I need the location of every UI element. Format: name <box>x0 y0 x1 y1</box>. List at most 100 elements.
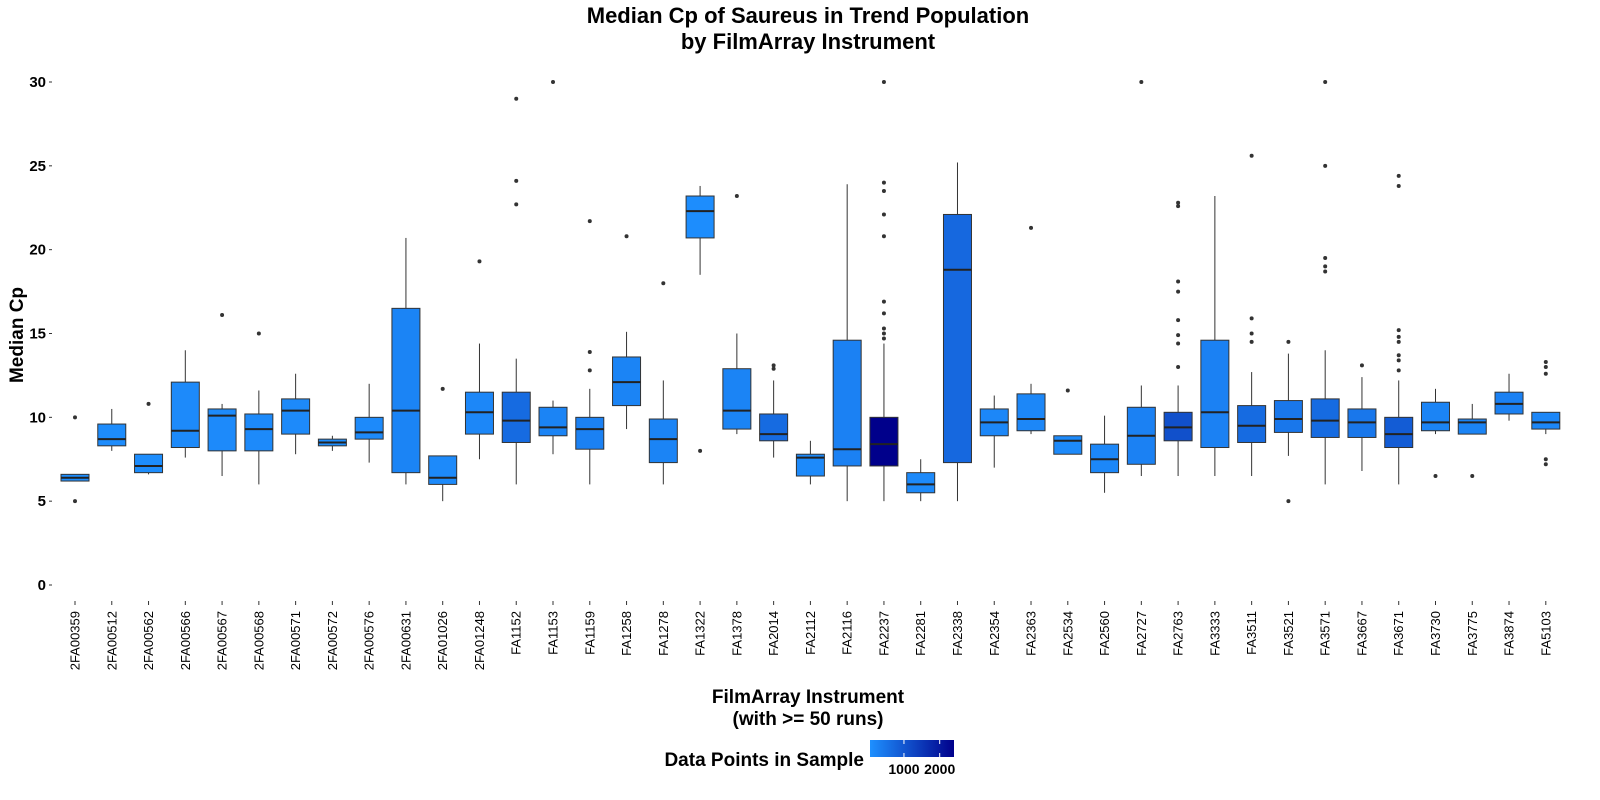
x-tick-label: FA3333 <box>1207 611 1222 656</box>
x-tick-label: FA2534 <box>1060 611 1075 656</box>
outlier-point <box>551 80 556 84</box>
box-2FA00567 <box>207 313 237 477</box>
outlier-point <box>220 313 225 318</box>
x-tick-label: FA2237 <box>876 611 891 656</box>
box-iqr <box>685 195 715 239</box>
legend-tick-label: 2000 <box>924 761 955 777</box>
outlier-point <box>1323 269 1328 274</box>
box-FA1258 <box>612 234 642 430</box>
outlier-point <box>1065 388 1070 393</box>
x-tick-label: 2FA00566 <box>178 611 193 670</box>
box-iqr <box>170 381 200 449</box>
outlier-point <box>1543 360 1548 365</box>
outlier-point <box>1176 289 1181 294</box>
box-FA3671 <box>1384 173 1414 485</box>
box-2FA00576 <box>354 383 384 463</box>
y-tick-label: 20 <box>29 242 46 259</box>
x-tick-label: FA2281 <box>913 611 928 656</box>
outlier-point <box>1396 358 1401 363</box>
box-iqr <box>244 413 274 452</box>
box-FA2560 <box>1090 415 1120 493</box>
y-tick-label: 15 <box>29 326 46 343</box>
x-tick-label: FA2116 <box>840 611 855 655</box>
x-tick-label: 2FA00359 <box>68 611 83 670</box>
x-tick-label: 2FA00576 <box>362 611 377 670</box>
box-FA2534 <box>1053 388 1083 455</box>
outlier-point <box>881 326 886 331</box>
box-FA2112 <box>795 440 825 485</box>
x-tick-label: 2FA00562 <box>141 611 156 670</box>
box-2FA00566 <box>170 350 200 458</box>
outlier-point <box>256 331 261 336</box>
legend-title: Data Points in Sample <box>664 750 864 771</box>
x-tick-label: FA1152 <box>509 611 524 655</box>
box-2FA00571 <box>281 373 311 455</box>
outlier-point <box>1176 341 1181 346</box>
box-FA3730 <box>1420 388 1450 479</box>
outlier-point <box>1323 264 1328 269</box>
outlier-point <box>1396 328 1401 333</box>
box-FA1159 <box>575 219 605 485</box>
outlier-point <box>1323 163 1328 168</box>
x-tick-label: FA2354 <box>987 611 1002 656</box>
box-2FA00512 <box>97 408 127 451</box>
outlier-point <box>1286 339 1291 344</box>
x-tick-label: FA5103 <box>1538 611 1553 656</box>
outlier-point <box>1396 368 1401 373</box>
box-FA2281 <box>906 459 936 502</box>
box-iqr <box>1200 339 1230 449</box>
box-FA2116 <box>832 184 862 502</box>
x-tick-label: FA3775 <box>1465 611 1480 656</box>
box-iqr <box>869 416 899 467</box>
x-tick-label: FA3571 <box>1318 611 1333 656</box>
outlier-point <box>1323 80 1328 84</box>
x-tick-label: FA2363 <box>1024 611 1039 656</box>
x-tick-label: FA2560 <box>1097 611 1112 656</box>
x-tick-label: FA1159 <box>582 611 597 655</box>
legend-tick-label: 1000 <box>888 761 919 777</box>
outlier-point <box>1176 200 1181 205</box>
outlier-point <box>1396 339 1401 344</box>
outlier-point <box>587 349 592 354</box>
box-2FA01248 <box>464 259 494 460</box>
outlier-point <box>1323 256 1328 261</box>
outlier-point <box>881 311 886 316</box>
outlier-point <box>1359 363 1364 368</box>
boxes <box>60 80 1561 504</box>
outlier-point <box>73 415 77 420</box>
x-tick-label: FA1322 <box>693 611 708 656</box>
outlier-point <box>1433 474 1438 479</box>
outlier-point <box>514 202 519 207</box>
chart-title: Median Cp of Saureus in Trend Population <box>587 3 1029 28</box>
y-axis: 0 5 10 15 20 25 30 <box>29 74 52 594</box>
x-tick-label: 2FA01248 <box>472 611 487 670</box>
box-FA2338 <box>942 162 972 502</box>
x-tick-label: FA1278 <box>656 611 671 656</box>
outlier-point <box>1543 371 1548 376</box>
x-tick-label: FA1258 <box>619 611 634 656</box>
box-FA1278 <box>648 281 678 485</box>
x-tick-label: FA2338 <box>950 611 965 656</box>
box-2FA00572 <box>317 435 347 451</box>
box-iqr <box>1237 405 1267 443</box>
x-tick-label: FA1153 <box>546 611 561 655</box>
x-tick-label: 2FA00571 <box>288 611 303 670</box>
legend: Data Points in Sample 1000 2000 <box>664 740 955 777</box>
box-iqr <box>648 418 678 464</box>
outlier-point <box>881 212 886 217</box>
x-tick-label: FA3511 <box>1244 611 1259 655</box>
outlier-point <box>1396 183 1401 188</box>
box-FA3667 <box>1347 363 1377 471</box>
outlier-point <box>1396 173 1401 178</box>
box-FA5103 <box>1531 360 1561 467</box>
x-tick-label: 2FA00512 <box>104 611 119 670</box>
y-tick-label: 5 <box>38 493 46 510</box>
outlier-point <box>1176 279 1181 284</box>
box-FA3511 <box>1237 153 1267 477</box>
outlier-point <box>1176 365 1181 370</box>
outlier-point <box>1029 225 1034 230</box>
outlier-point <box>881 80 886 84</box>
box-FA3571 <box>1310 80 1340 485</box>
x-tick-label: FA2727 <box>1134 611 1149 656</box>
x-axis-title-line2: (with >= 50 runs) <box>733 709 884 730</box>
